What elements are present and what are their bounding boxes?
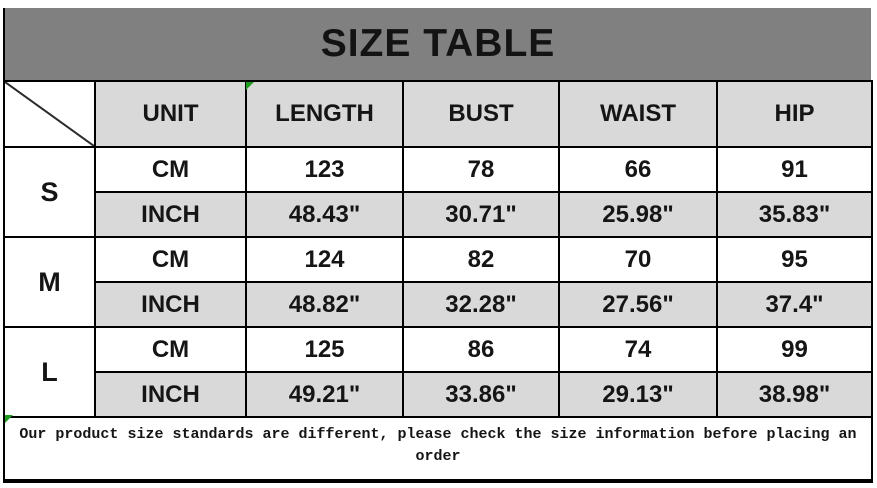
table-row-l-inch: INCH 49.21" 33.86" 29.13" 38.98" — [4, 371, 873, 418]
unit-label-m-cm: CM — [94, 236, 247, 283]
table-row-l-cm: L CM 125 86 74 99 — [3, 326, 873, 418]
cell-l-cm-bust: 86 — [402, 326, 560, 373]
cell-m-inch-hip: 37.4" — [716, 281, 873, 328]
table-row-s-inch: INCH 48.43" 30.71" 25.98" 35.83" — [4, 191, 873, 238]
cell-s-cm-length: 123 — [245, 146, 404, 193]
unit-label-m-inch: INCH — [94, 281, 247, 328]
size-label-s: S — [3, 146, 96, 238]
cell-m-cm-length: 124 — [245, 236, 404, 283]
unit-label-s-inch: INCH — [94, 191, 247, 238]
unit-label-l-inch: INCH — [94, 371, 247, 418]
cell-s-inch-waist: 25.98" — [558, 191, 718, 238]
page-title: SIZE TABLE — [320, 22, 556, 65]
cell-m-inch-bust: 32.28" — [402, 281, 560, 328]
cell-l-cm-length: 125 — [245, 326, 404, 373]
col-header-waist: WAIST — [558, 80, 718, 148]
green-flag-icon-footer — [5, 415, 13, 423]
cell-s-cm-bust: 78 — [402, 146, 560, 193]
footer-row: Our product size standards are different… — [3, 416, 873, 483]
table-row-s-cm: S CM 123 78 66 91 — [3, 146, 873, 238]
table-row-m-inch: INCH 48.82" 32.28" 27.56" 37.4" — [4, 281, 873, 328]
cell-s-inch-hip: 35.83" — [716, 191, 873, 238]
cell-m-inch-length: 48.82" — [245, 281, 404, 328]
cell-l-inch-hip: 38.98" — [716, 371, 873, 418]
size-label-m: M — [3, 236, 96, 328]
cell-l-inch-length: 49.21" — [245, 371, 404, 418]
cell-m-cm-hip: 95 — [716, 236, 873, 283]
col-header-bust: BUST — [402, 80, 560, 148]
header-row: UNIT LENGTH BUST WAIST HIP — [3, 80, 873, 148]
cell-m-cm-waist: 70 — [558, 236, 718, 283]
cell-s-inch-bust: 30.71" — [402, 191, 560, 238]
col-header-length: LENGTH — [245, 80, 404, 148]
cell-l-inch-waist: 29.13" — [558, 371, 718, 418]
title-bar: SIZE TABLE — [3, 8, 871, 80]
cell-s-cm-waist: 66 — [558, 146, 718, 193]
cell-s-cm-hip: 91 — [716, 146, 873, 193]
col-header-unit: UNIT — [94, 80, 247, 148]
diagonal-corner-cell — [3, 80, 96, 148]
cell-s-inch-length: 48.43" — [245, 191, 404, 238]
footer-note: Our product size standards are different… — [3, 416, 873, 483]
cell-l-cm-waist: 74 — [558, 326, 718, 373]
diagonal-line-icon — [5, 82, 94, 146]
unit-label-s-cm: CM — [94, 146, 247, 193]
green-flag-icon-length — [246, 82, 254, 90]
col-header-hip: HIP — [716, 80, 873, 148]
size-table: UNIT LENGTH BUST WAIST HIP S CM 123 78 6… — [3, 80, 873, 483]
unit-label-l-cm: CM — [94, 326, 247, 373]
cell-m-cm-bust: 82 — [402, 236, 560, 283]
size-label-l: L — [3, 326, 96, 418]
cell-l-inch-bust: 33.86" — [402, 371, 560, 418]
cell-l-cm-hip: 99 — [716, 326, 873, 373]
table-row-m-cm: M CM 124 82 70 95 — [3, 236, 873, 328]
cell-m-inch-waist: 27.56" — [558, 281, 718, 328]
